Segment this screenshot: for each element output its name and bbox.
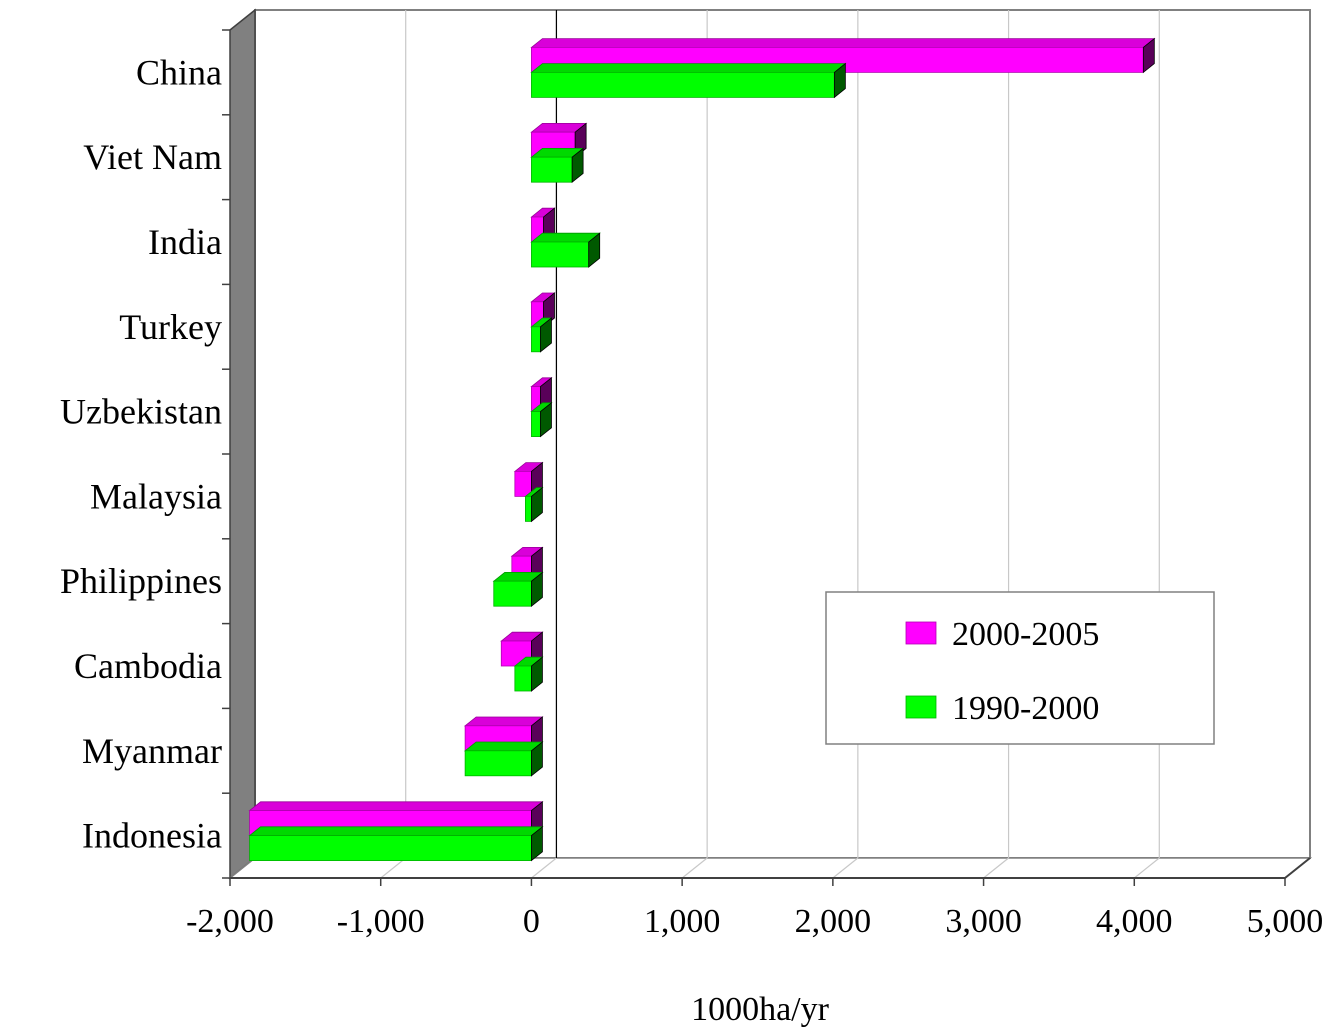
x-tick-labels: -2,000 -1,000 0 1,000 2,000 3,000 4,000 5,000	[186, 903, 1323, 940]
category-label: Philippines	[60, 561, 222, 601]
bar	[463, 741, 544, 777]
bars	[248, 37, 1156, 862]
bar	[530, 232, 601, 268]
legend-label: 2000-2005	[952, 616, 1099, 653]
category-label: Myanmar	[82, 731, 222, 771]
category-label: Turkey	[119, 307, 222, 347]
category-label: Indonesia	[82, 816, 222, 856]
bar	[513, 656, 544, 692]
legend-swatch	[905, 621, 937, 645]
floor-gridline	[1133, 857, 1160, 879]
x-tick-label: 5,000	[1247, 903, 1324, 940]
floor	[227, 857, 1313, 879]
category-labels: China Viet Nam India Turkey Uzbekistan Malays…	[60, 52, 222, 855]
x-axis-label: 1000ha/yr	[691, 991, 830, 1028]
side-wall	[229, 8, 256, 880]
floor-gridline	[983, 857, 1009, 879]
category-label: Viet Nam	[83, 137, 222, 177]
x-axis-end	[1284, 857, 1311, 879]
x-tick-label: 3,000	[945, 903, 1022, 940]
x-tick-label: -2,000	[186, 903, 274, 940]
legend-swatch	[905, 695, 937, 719]
category-label: Malaysia	[90, 476, 222, 516]
bar	[492, 571, 544, 608]
x-tick-label: 1,000	[644, 903, 721, 940]
legend-box	[825, 591, 1215, 745]
floor-gridline	[832, 857, 859, 879]
bar	[530, 317, 553, 353]
floor-gridline	[681, 857, 708, 879]
category-label: Cambodia	[74, 646, 222, 686]
x-tick-label: 2,000	[795, 903, 872, 940]
category-label: India	[148, 222, 222, 262]
bar	[524, 486, 544, 523]
chart-walls	[227, 8, 1313, 880]
category-label: China	[136, 52, 222, 92]
floor-gridline	[380, 857, 407, 879]
bar	[513, 461, 544, 498]
x-tick-label: 0	[523, 903, 540, 940]
x-tick-label: -1,000	[337, 903, 425, 940]
bar	[530, 147, 585, 184]
bar	[530, 62, 847, 99]
x-tick-label: 4,000	[1096, 903, 1173, 940]
legend: 2000-2005 1990-2000	[825, 591, 1215, 745]
axes	[222, 29, 1311, 886]
floor-gridline	[531, 857, 557, 879]
bar	[530, 401, 553, 438]
category-label: Uzbekistan	[60, 392, 222, 432]
legend-label: 1990-2000	[952, 690, 1099, 727]
bar	[248, 825, 544, 862]
